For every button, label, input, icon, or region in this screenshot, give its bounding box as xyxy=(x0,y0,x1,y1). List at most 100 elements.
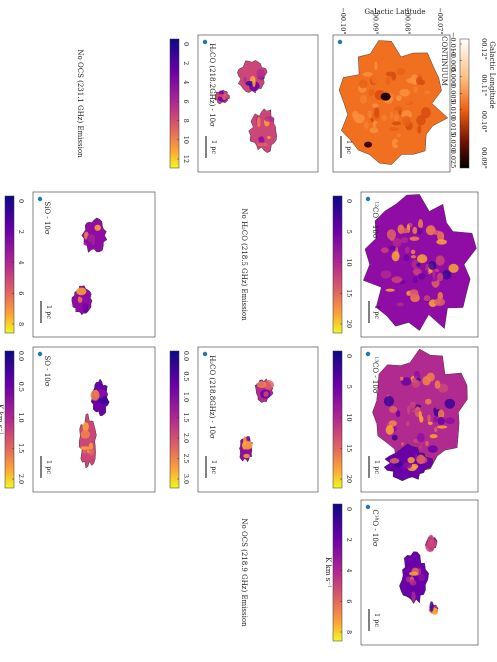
emission-patch xyxy=(380,270,392,279)
colorbar-tick-label: 15 xyxy=(345,289,353,297)
panel-label: H₂CO (218.2GHz) - 10σ xyxy=(208,43,216,127)
emission-patch xyxy=(368,89,375,97)
scalebar-label: 1 pc xyxy=(373,613,381,627)
emission-patch xyxy=(77,296,83,303)
panel-label: SO - 10σ xyxy=(43,355,51,386)
scalebar-label: 1 pc xyxy=(210,140,218,154)
emission-patch xyxy=(358,79,368,89)
emission-patch xyxy=(425,440,429,447)
emission-patch xyxy=(367,110,373,119)
emission-patch xyxy=(434,426,438,433)
emission-patch xyxy=(409,289,419,298)
emission-patch xyxy=(370,117,374,123)
colorbar-tick-label: 0.0 xyxy=(182,351,190,361)
colorbar-tick-label: 10 xyxy=(345,258,353,266)
emission-patch xyxy=(373,106,380,118)
emission-patch xyxy=(413,370,420,380)
latitude-tick-label: −00.09° xyxy=(371,7,379,34)
colorbar-tick-label: 0.025 xyxy=(449,150,457,169)
emission-patch xyxy=(396,133,401,138)
emission-patch xyxy=(416,76,422,85)
emission-patch xyxy=(411,409,420,413)
emission-patch xyxy=(362,72,373,77)
emission-patch xyxy=(76,287,87,296)
emission-patch xyxy=(388,245,397,251)
emission-patch xyxy=(444,398,456,409)
emission-patch xyxy=(389,458,400,464)
longitude-tick-label: 00.09° xyxy=(480,147,488,169)
emission-patch xyxy=(404,246,410,254)
colorbar-tick-label: 2 xyxy=(345,538,353,542)
emission-patch xyxy=(433,230,441,236)
emission-patch xyxy=(442,269,452,280)
emission-patch xyxy=(448,263,459,273)
emission-patch xyxy=(418,411,422,420)
emission-patch xyxy=(437,416,445,425)
emission-patch xyxy=(257,142,268,147)
emission-patch xyxy=(391,276,403,283)
emission-patch xyxy=(436,239,448,245)
emission-patch xyxy=(263,380,275,390)
emission-patch xyxy=(416,115,426,126)
emission-patch xyxy=(427,414,431,423)
emission-patch xyxy=(399,88,411,97)
emission-patch xyxy=(406,576,411,583)
emission-patch xyxy=(418,219,424,229)
emission-patch xyxy=(394,106,402,112)
emission-patch xyxy=(437,383,449,393)
emission-patch xyxy=(252,78,256,88)
panel-label: H₂CO (218.8GHz) - 10σ xyxy=(208,355,216,439)
emission-patch xyxy=(371,73,378,84)
map-frame xyxy=(32,346,156,493)
colorbar-tick-label: 6 xyxy=(182,99,190,103)
emission-patch xyxy=(396,302,404,307)
emission-patch xyxy=(80,430,91,439)
emission-patch xyxy=(241,441,253,450)
emission-patch xyxy=(417,254,428,264)
emission-patch xyxy=(82,422,89,432)
emission-patch xyxy=(389,405,398,414)
emission-patch xyxy=(407,405,411,415)
panel-label: SiO - 10σ xyxy=(43,201,51,234)
panel-label: ¹³CO - 10σ xyxy=(371,356,379,393)
colorbar-tick-label: −0.005 xyxy=(449,48,457,72)
emission-patch xyxy=(411,591,416,603)
emission-patch xyxy=(425,541,435,552)
emission-patch xyxy=(406,421,410,427)
colorbar-tick-label: 0.5 xyxy=(17,382,25,392)
colorbar-tick-label: 2 xyxy=(17,230,25,234)
colorbar-tick-label: 0 xyxy=(345,354,353,358)
emission-patch xyxy=(428,260,437,270)
colorbar-tick-label: 1.5 xyxy=(17,443,25,453)
emission-patch xyxy=(424,269,429,276)
emission-patch xyxy=(402,462,413,469)
emission-patch xyxy=(388,127,399,132)
emission-patch xyxy=(413,86,418,93)
beam xyxy=(365,196,371,202)
longitude-label: Galactic Longitude xyxy=(488,41,496,108)
emission-patch xyxy=(410,255,417,259)
emission-patch xyxy=(385,425,394,435)
colorbar-tick-label: 10 xyxy=(182,136,190,144)
emission-patch xyxy=(402,115,411,127)
emission-patch xyxy=(391,138,399,149)
emission xyxy=(399,551,429,604)
colorbar-tick-label: 3.0 xyxy=(182,474,190,484)
colorbar-tick-label: 5 xyxy=(345,385,353,389)
colorbar-tick-label: 20 xyxy=(345,320,353,328)
emission-patch xyxy=(263,391,269,398)
latitude-tick-label: −00.08° xyxy=(404,7,412,34)
emission-patch xyxy=(399,228,410,234)
colorbar-tick-label: 4 xyxy=(345,568,353,572)
colorbar-tick-label: 0.015 xyxy=(449,117,457,136)
emission-patch xyxy=(427,421,433,425)
emission-patch xyxy=(391,434,398,441)
emission-patch xyxy=(245,80,255,86)
scalebar-label: 1 pc xyxy=(373,305,381,319)
emission-patch xyxy=(410,564,421,569)
emission-patch xyxy=(409,579,417,586)
emission-patch xyxy=(411,259,419,270)
no-emission-note: No H₂CO (218.5 GHz) Emission xyxy=(240,208,248,321)
map-frame xyxy=(32,191,156,338)
colorbar xyxy=(332,350,343,489)
